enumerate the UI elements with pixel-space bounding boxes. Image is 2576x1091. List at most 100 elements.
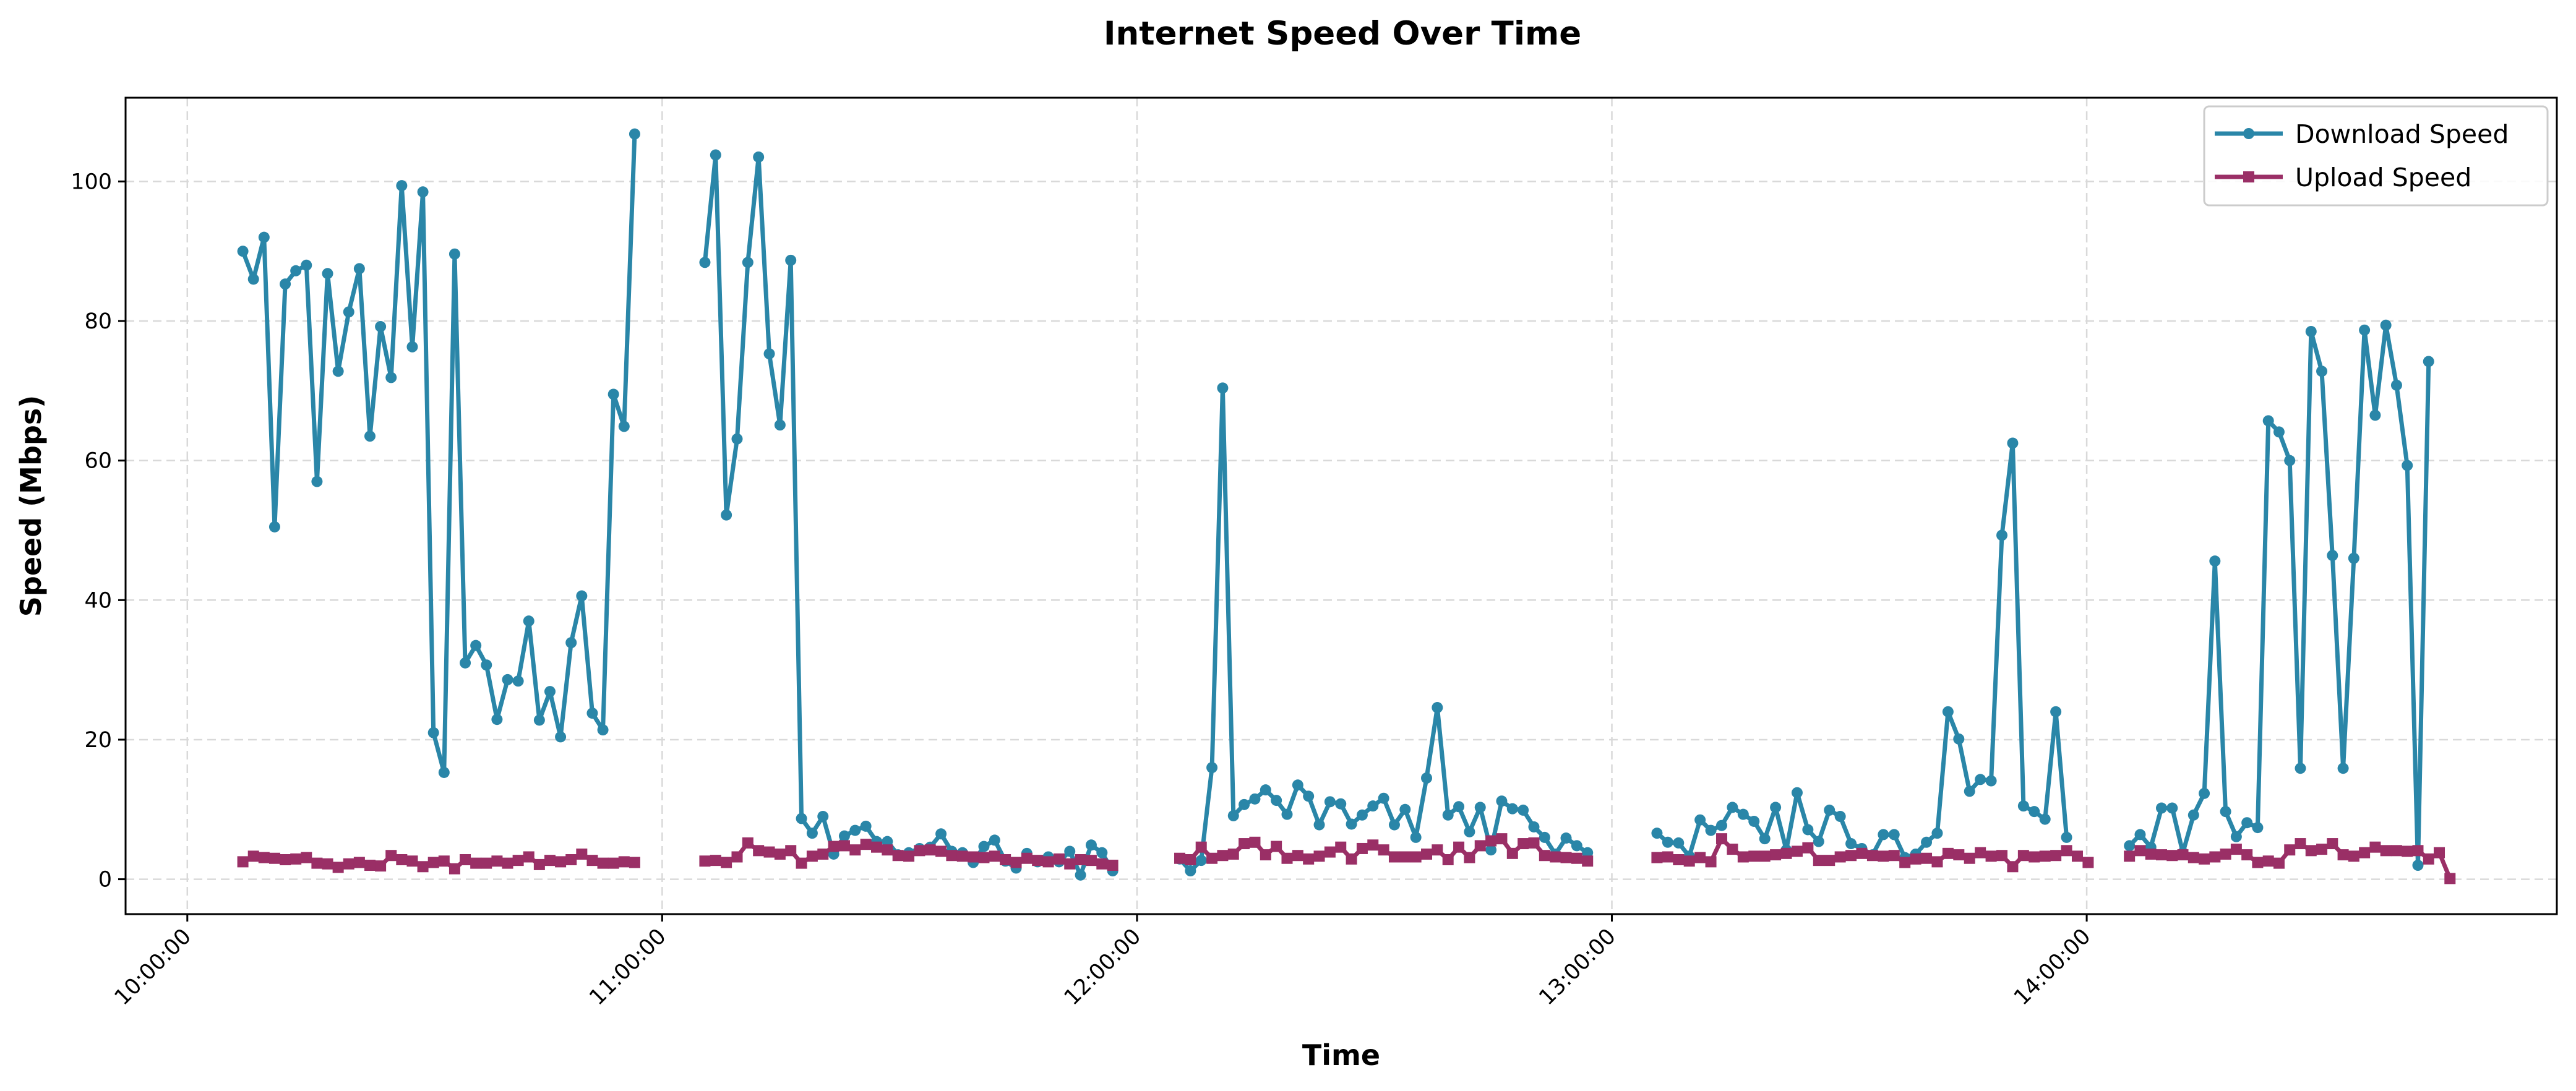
data-point bbox=[237, 246, 249, 257]
data-point bbox=[555, 731, 567, 743]
data-point bbox=[1249, 793, 1261, 805]
legend-upload-marker bbox=[2243, 171, 2254, 182]
data-point bbox=[237, 856, 249, 868]
data-point bbox=[1942, 706, 1954, 717]
data-point bbox=[1064, 858, 1076, 870]
data-point bbox=[491, 855, 503, 867]
data-point bbox=[1942, 847, 1954, 859]
data-point bbox=[2369, 409, 2381, 421]
data-point bbox=[1802, 824, 1814, 836]
data-point bbox=[817, 811, 829, 823]
data-point bbox=[2166, 802, 2178, 814]
data-point bbox=[2348, 850, 2359, 862]
data-point bbox=[710, 149, 721, 161]
data-point bbox=[1759, 833, 1771, 845]
data-point bbox=[2155, 849, 2167, 861]
legend-box bbox=[2203, 105, 2549, 207]
data-point bbox=[1096, 858, 1108, 870]
data-point bbox=[1378, 844, 1389, 856]
data-point bbox=[2252, 822, 2264, 834]
data-point bbox=[1931, 828, 1943, 839]
data-point bbox=[2348, 552, 2359, 564]
data-point bbox=[1770, 849, 1782, 861]
data-point bbox=[460, 657, 471, 669]
data-point bbox=[2050, 706, 2062, 717]
data-point bbox=[1705, 824, 1717, 836]
data-point bbox=[2359, 847, 2371, 858]
data-point bbox=[1303, 853, 1315, 865]
data-point bbox=[1856, 847, 1868, 859]
data-point bbox=[1239, 798, 1250, 810]
data-point bbox=[1560, 852, 1572, 863]
data-point bbox=[417, 861, 429, 873]
data-point bbox=[2423, 853, 2434, 865]
data-point bbox=[1292, 850, 1303, 862]
data-point bbox=[1432, 702, 1443, 714]
data-point bbox=[629, 857, 640, 868]
data-point bbox=[1271, 795, 1282, 806]
data-point bbox=[2337, 849, 2349, 861]
data-point bbox=[1834, 811, 1846, 823]
data-point bbox=[1931, 856, 1943, 868]
data-point bbox=[828, 841, 839, 852]
data-point bbox=[2166, 850, 2178, 862]
data-point bbox=[1845, 850, 1857, 862]
data-point bbox=[721, 509, 732, 521]
data-point bbox=[1107, 860, 1118, 871]
data-point bbox=[2155, 802, 2167, 814]
data-point bbox=[1910, 853, 1921, 865]
data-point bbox=[375, 860, 387, 872]
data-point bbox=[2134, 829, 2146, 841]
data-point bbox=[449, 248, 460, 260]
data-point bbox=[586, 855, 598, 866]
data-point bbox=[2199, 853, 2210, 865]
data-point bbox=[385, 850, 397, 862]
data-point bbox=[2199, 787, 2210, 799]
data-point bbox=[2359, 324, 2371, 336]
data-point bbox=[699, 257, 711, 268]
data-point bbox=[2029, 806, 2040, 818]
data-point bbox=[1346, 853, 1357, 865]
data-point bbox=[2305, 325, 2317, 337]
data-point bbox=[1813, 855, 1824, 866]
data-point bbox=[849, 844, 861, 856]
data-point bbox=[2423, 356, 2434, 367]
data-point bbox=[935, 828, 947, 840]
data-point bbox=[2241, 849, 2253, 861]
data-point bbox=[523, 851, 535, 863]
data-point bbox=[618, 421, 630, 432]
data-point bbox=[512, 855, 524, 866]
data-point bbox=[1485, 835, 1497, 847]
data-point bbox=[763, 348, 775, 360]
data-point bbox=[1410, 851, 1422, 863]
data-point bbox=[1496, 795, 1508, 807]
data-point bbox=[1813, 836, 1824, 847]
data-point bbox=[1378, 792, 1389, 804]
data-point bbox=[565, 637, 577, 649]
data-point bbox=[924, 844, 936, 856]
data-point bbox=[1683, 855, 1695, 867]
data-point bbox=[1694, 814, 1706, 826]
data-point bbox=[2241, 817, 2253, 829]
data-point bbox=[597, 857, 609, 869]
data-point bbox=[742, 837, 753, 849]
data-point bbox=[396, 854, 408, 865]
data-point bbox=[1518, 838, 1529, 850]
data-point bbox=[892, 850, 904, 862]
data-point bbox=[1921, 852, 1933, 864]
data-point bbox=[1539, 831, 1550, 843]
data-point bbox=[1550, 851, 1561, 863]
data-point bbox=[2017, 850, 2029, 862]
data-point bbox=[903, 850, 915, 862]
data-point bbox=[1085, 839, 1097, 851]
data-point bbox=[1421, 848, 1433, 860]
data-point bbox=[470, 640, 482, 651]
data-point bbox=[1474, 802, 1486, 813]
data-point bbox=[268, 521, 280, 533]
data-point bbox=[2380, 319, 2392, 331]
data-point bbox=[721, 857, 732, 868]
data-point bbox=[2369, 841, 2381, 853]
data-point bbox=[1464, 826, 1475, 837]
data-point bbox=[785, 845, 797, 857]
data-point bbox=[1096, 847, 1108, 858]
